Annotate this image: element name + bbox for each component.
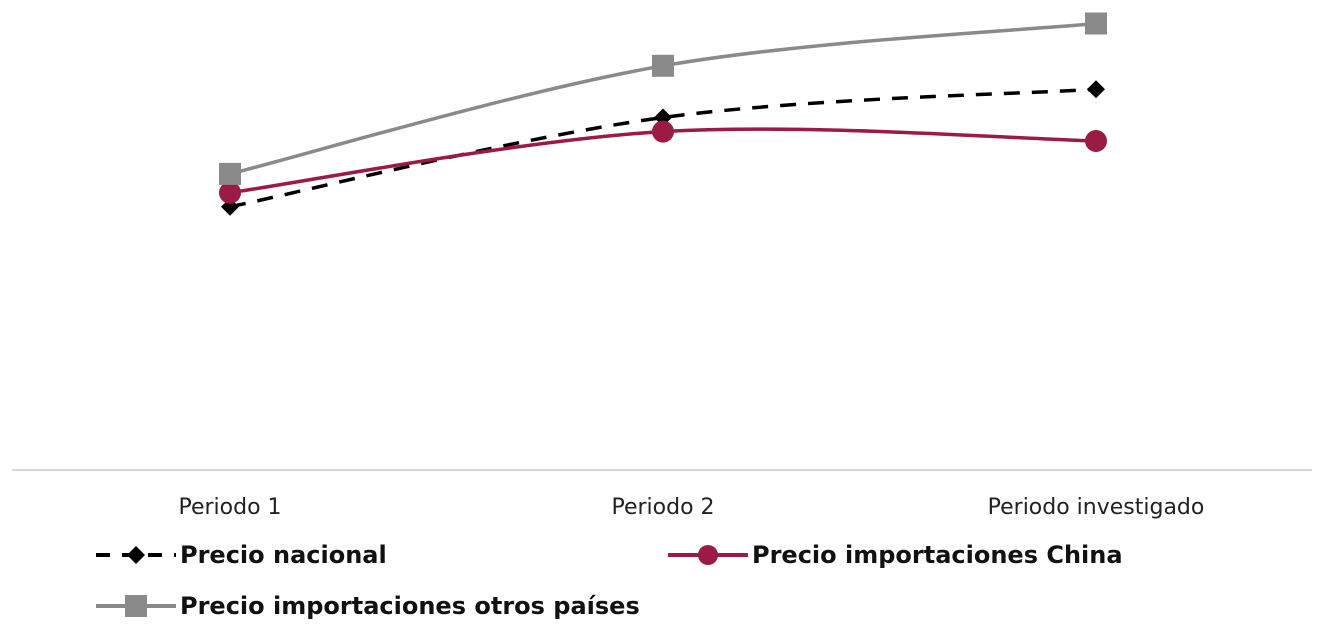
data-point-precio-importaciones-otros-paises-periodo-1[interactable] [219,162,241,185]
series-precio-importaciones-otros-paises [219,12,1107,185]
data-point-precio-importaciones-china-periodo-2[interactable] [652,120,674,143]
data-point-precio-importaciones-otros-paises-periodo-2[interactable] [652,54,674,77]
data-point-precio-importaciones-otros-paises-periodo-investigado[interactable] [1085,12,1107,35]
series-precio-nacional [221,80,1105,216]
series-precio-importaciones-china [219,120,1107,204]
legend-swatch-solid-circle [668,545,748,565]
legend-swatch-dashed-diamond [96,546,176,564]
x-tick-labels: Periodo 1 Periodo 2 Periodo investigado [178,495,1204,520]
series-layer [219,12,1107,216]
legend-swatch-solid-square [96,595,176,617]
series-line-precio-nacional [229,87,1097,209]
series-line-precio-importaciones-otros-paises [229,21,1097,176]
legend-item-precio-importaciones-china[interactable]: Precio importaciones China [666,535,1123,575]
legend-label-precio-importaciones-china: Precio importaciones China [752,541,1123,569]
x-tick-label-periodo-investigado: Periodo investigado [988,495,1205,520]
data-point-precio-importaciones-china-periodo-investigado[interactable] [1085,130,1107,152]
data-point-precio-importaciones-china-periodo-1[interactable] [219,181,241,204]
legend-label-precio-importaciones-otros-paises: Precio importaciones otros países [180,592,640,620]
legend-item-precio-importaciones-otros-paises[interactable]: Precio importaciones otros países [94,586,640,626]
data-point-precio-nacional-periodo-investigado[interactable] [1087,80,1105,99]
x-tick-label-periodo-2: Periodo 2 [611,495,714,520]
x-tick-label-periodo-1: Periodo 1 [178,495,281,520]
legend-label-precio-nacional: Precio nacional [180,541,387,569]
legend-item-precio-nacional[interactable]: Precio nacional [94,535,387,575]
